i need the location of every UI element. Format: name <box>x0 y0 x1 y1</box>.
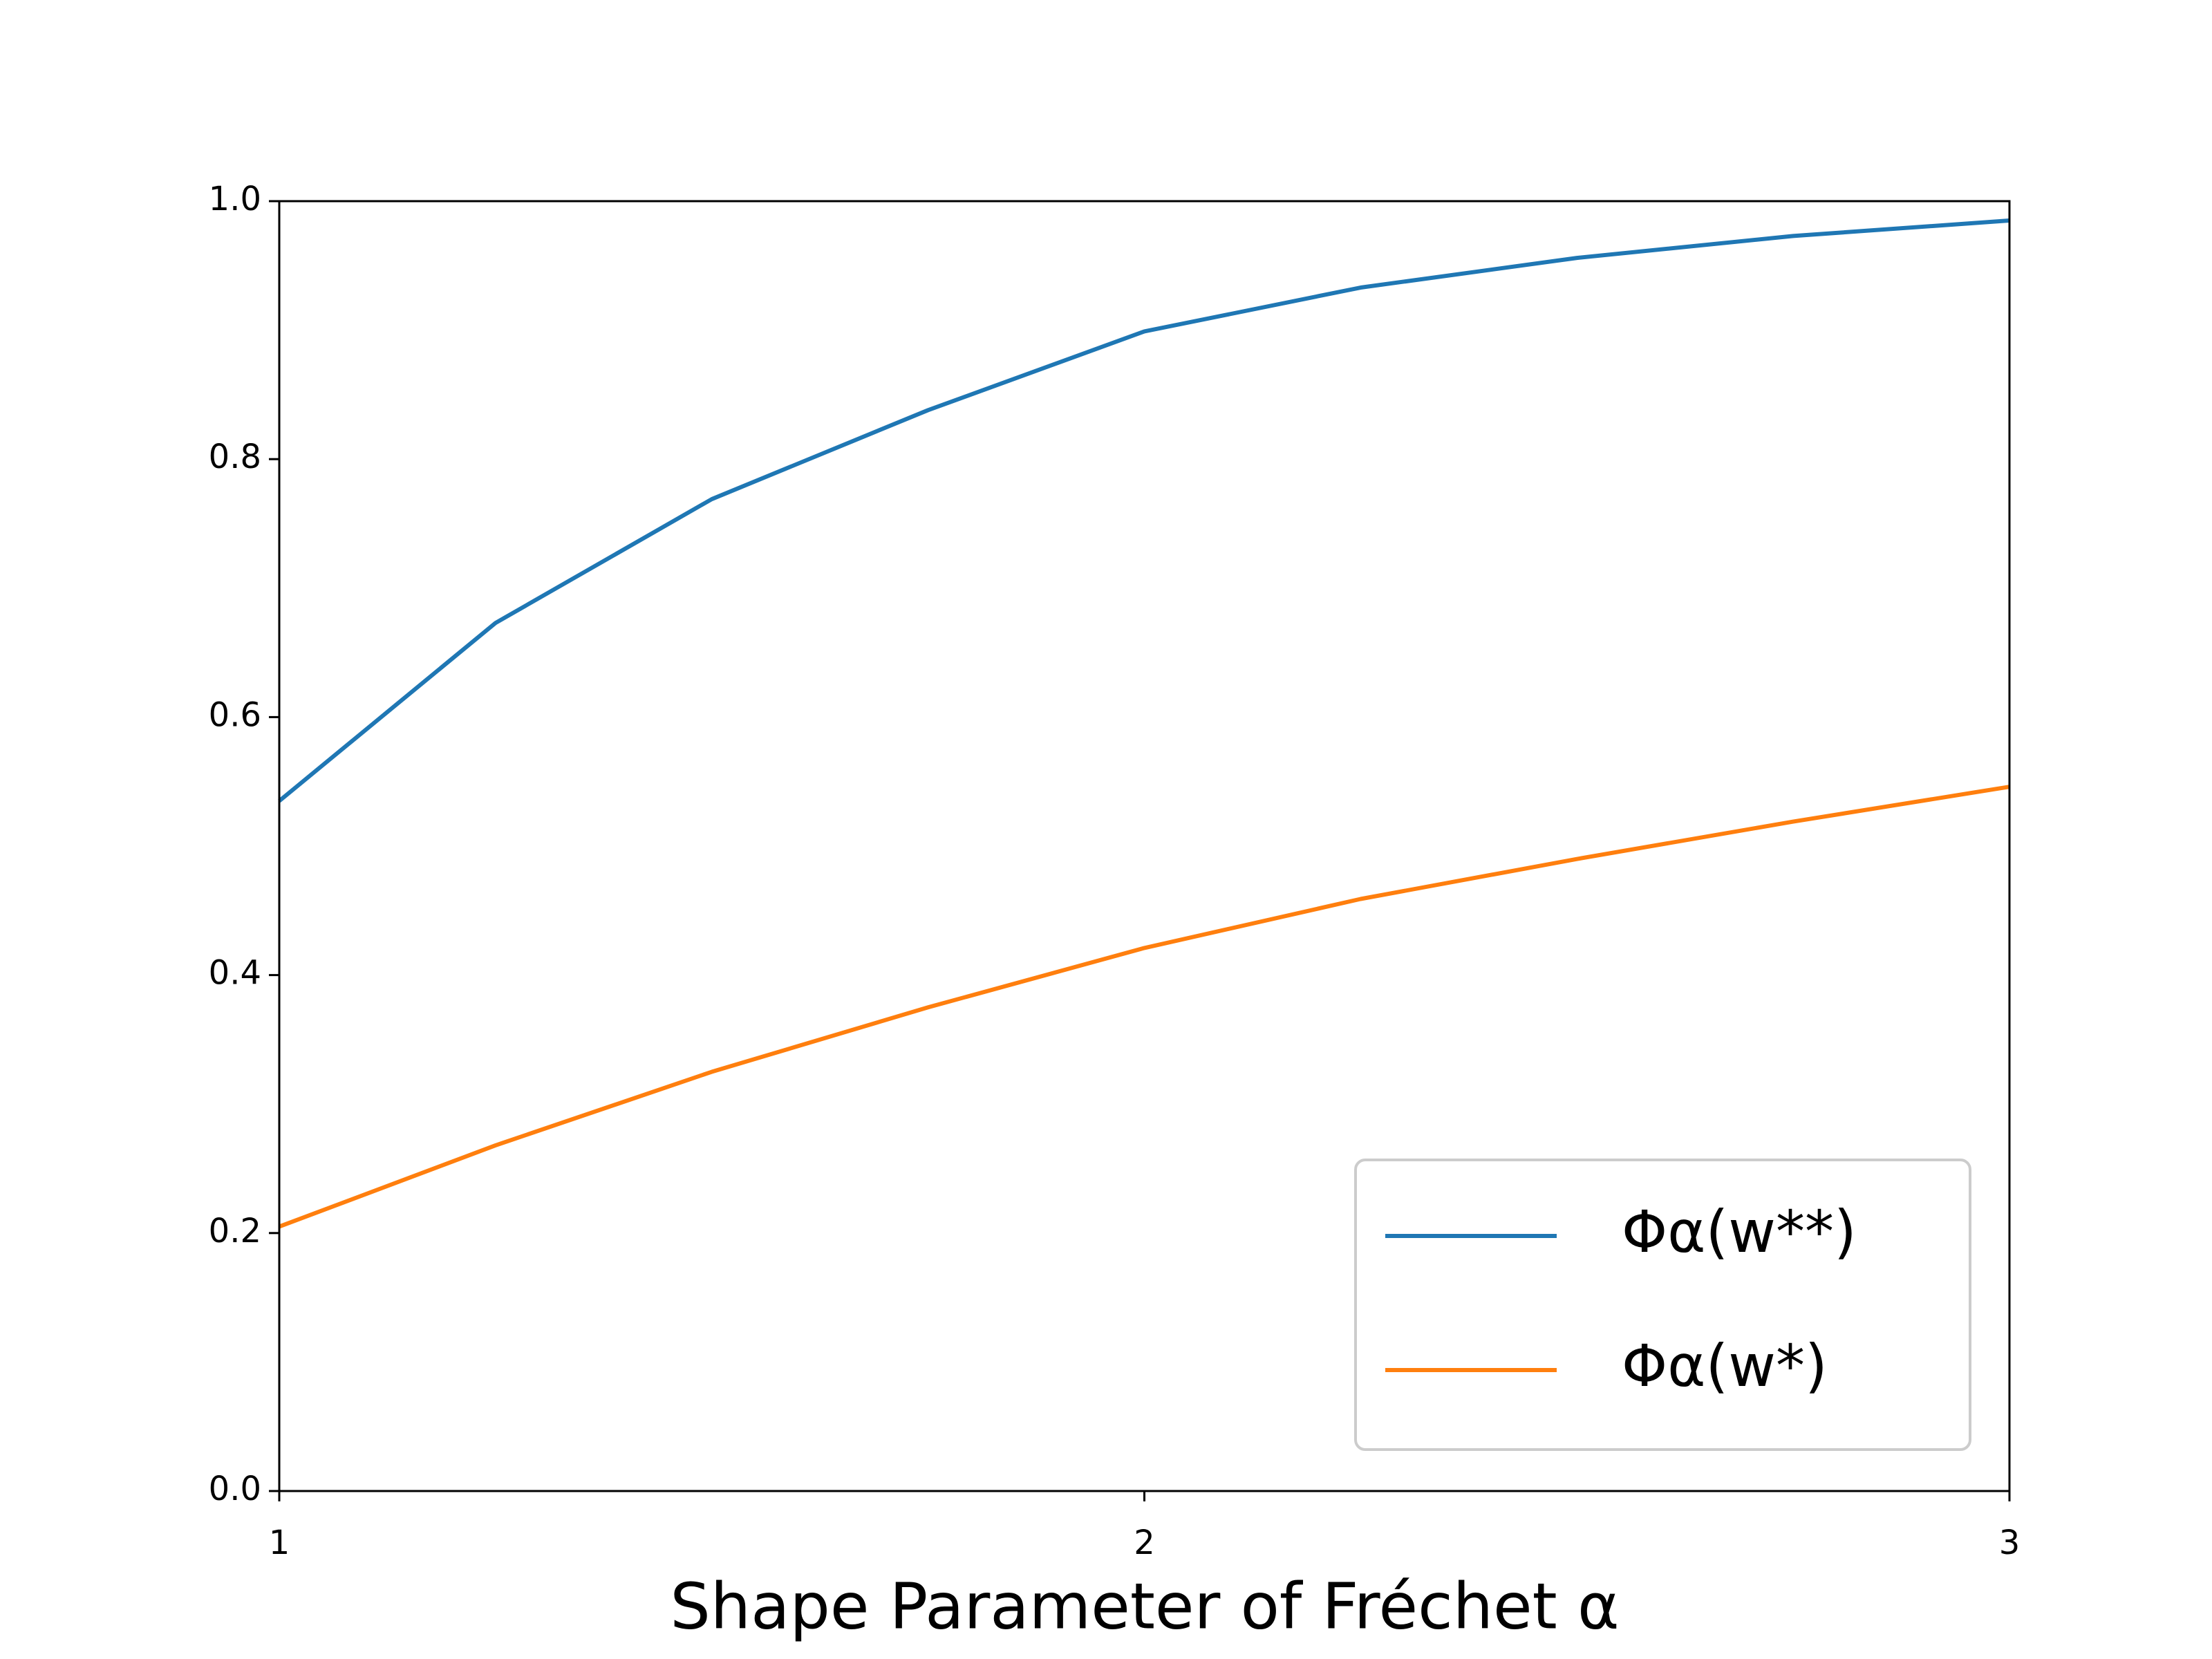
x-tick-label: 3 <box>1999 1524 2021 1562</box>
x-axis-label: Shape Parameter of Fréchet α <box>670 1569 1619 1643</box>
y-tick-label: 0.0 <box>209 1470 261 1508</box>
series-line <box>278 218 2010 803</box>
y-tick-label: 0.4 <box>209 954 261 993</box>
legend-box <box>1354 1159 1971 1451</box>
y-tick-label: 1.0 <box>209 180 261 218</box>
y-tick-label: 0.2 <box>209 1212 261 1250</box>
x-tick-label: 2 <box>1134 1524 1155 1562</box>
series-line <box>278 785 2010 1229</box>
y-tick-label: 0.8 <box>209 438 261 476</box>
plot-frame <box>278 200 2011 1492</box>
y-tick-label: 0.6 <box>209 695 261 734</box>
x-tick-label: 1 <box>269 1524 290 1562</box>
legend-label: Φα(w*) <box>1622 1332 1828 1400</box>
legend-label: Φα(w**) <box>1622 1198 1857 1266</box>
